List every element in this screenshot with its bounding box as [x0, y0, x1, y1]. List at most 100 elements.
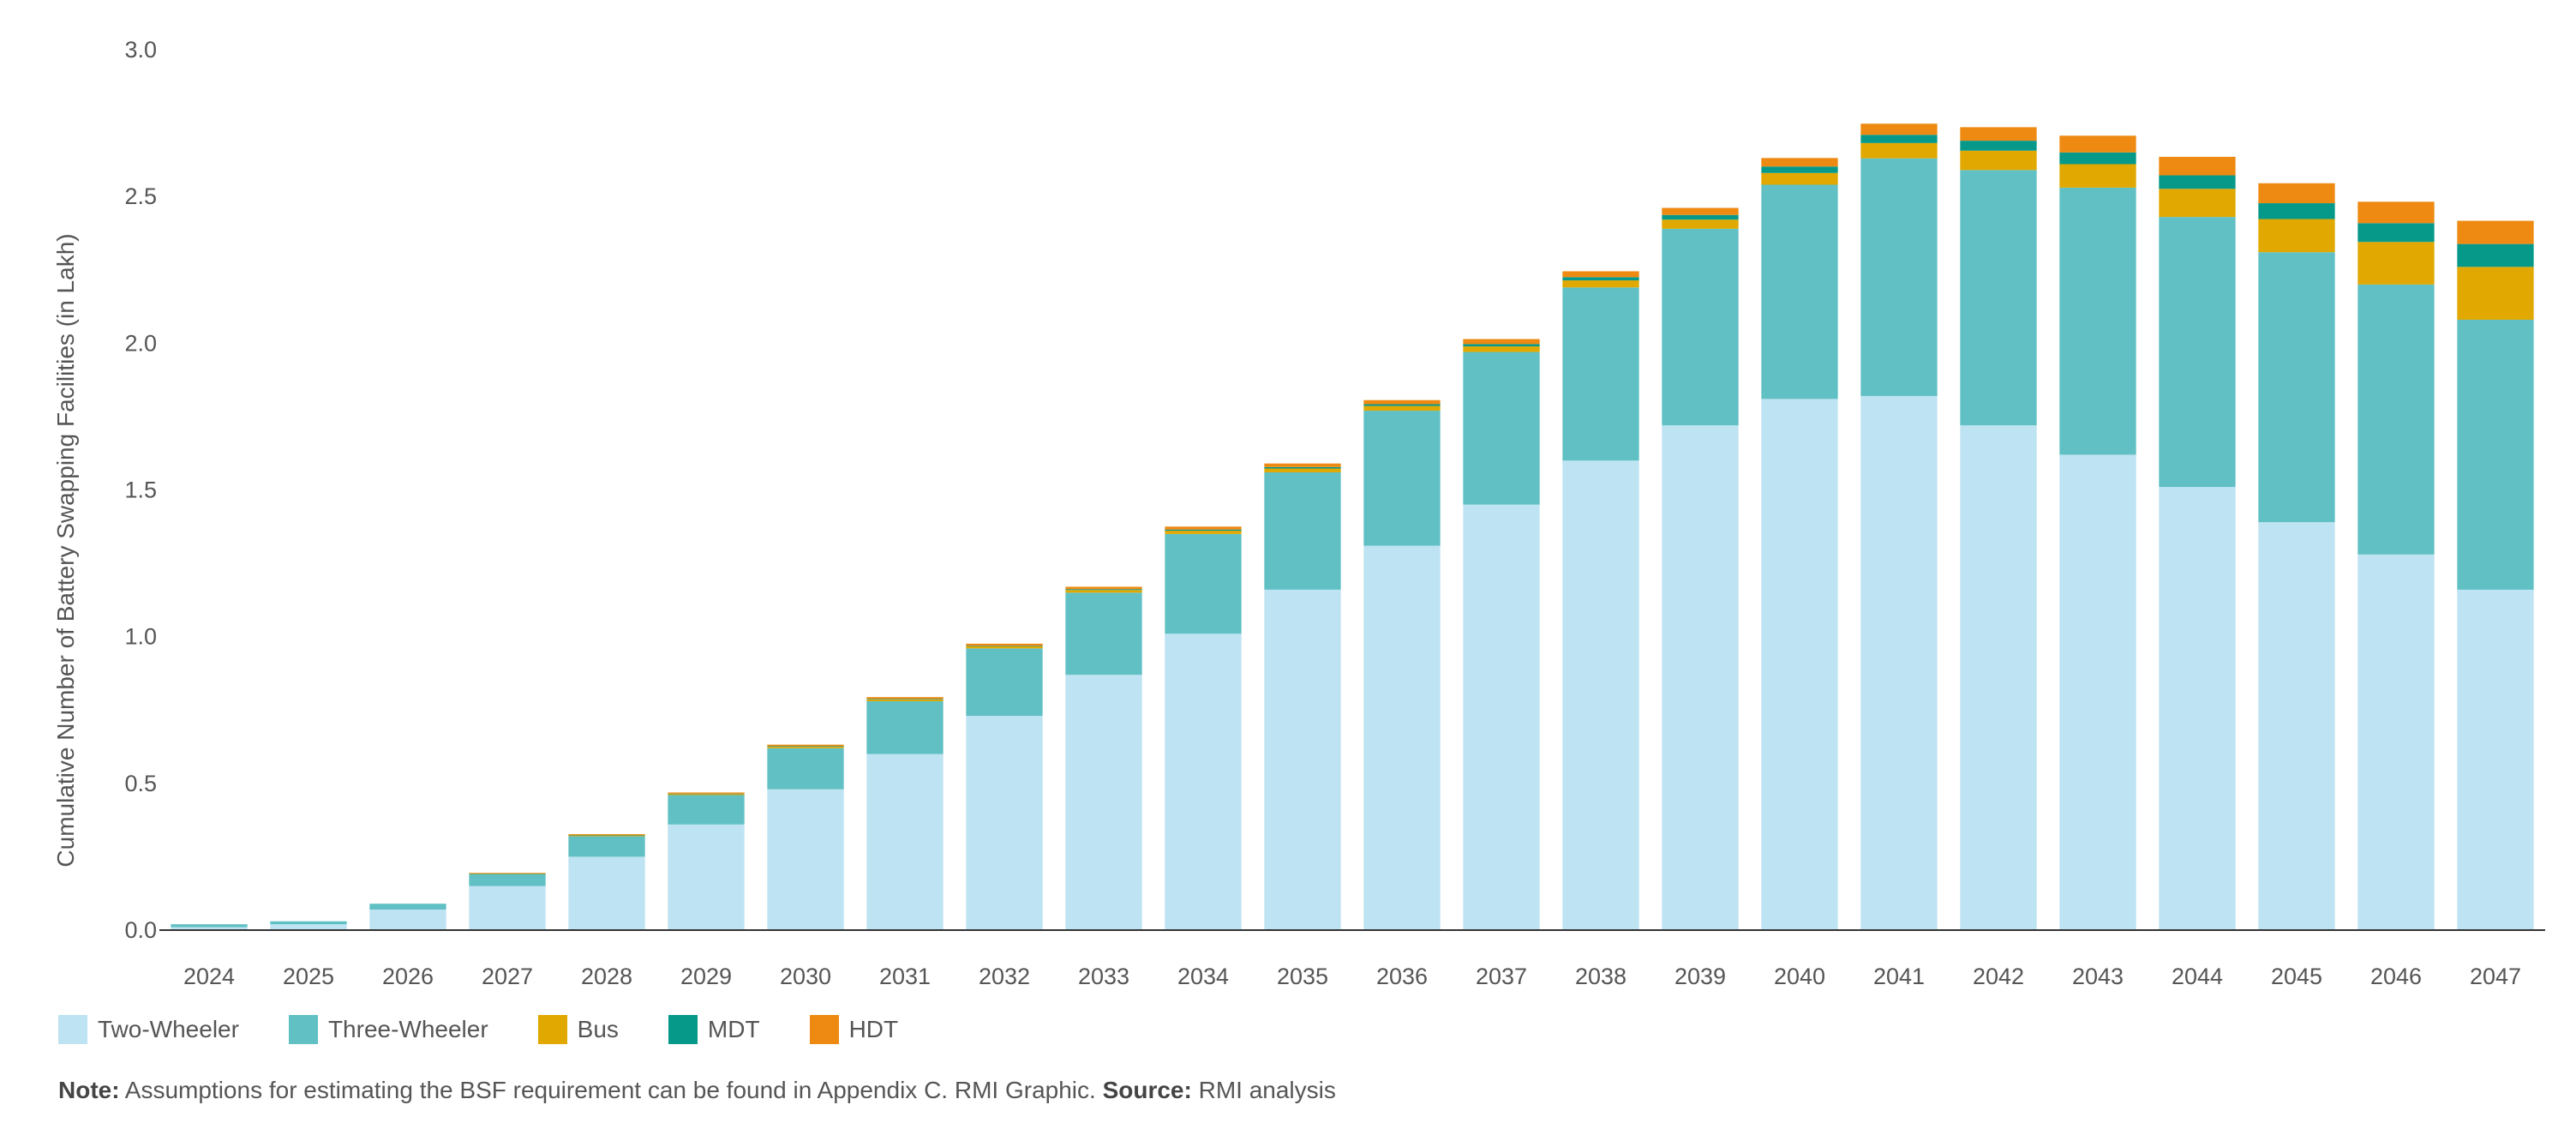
legend-item-three-wheeler: Three-Wheeler	[288, 1015, 488, 1044]
bar-segment-three-wheeler	[568, 836, 645, 857]
bar-segment-mdt	[866, 699, 944, 700]
bar-segment-three-wheeler	[1463, 351, 1540, 505]
bar-segment-hdt	[2357, 201, 2435, 224]
bar-segment-three-wheeler	[1363, 411, 1441, 546]
x-tick-label: 2036	[1376, 964, 1428, 989]
bar-segment-three-wheeler	[1761, 184, 1838, 399]
legend-item-two-wheeler: Two-Wheeler	[58, 1015, 239, 1044]
bar-segment-two-wheeler	[171, 927, 248, 930]
bar-segment-hdt	[1761, 158, 1838, 167]
y-axis: 0.0 0.5 1.0 1.5 2.0 2.5 3.0	[124, 37, 157, 943]
y-tick-label: 3.0	[124, 37, 157, 63]
note-text: Assumptions for estimating the BSF requi…	[119, 1077, 1103, 1103]
legend-swatch-hdt	[809, 1015, 839, 1044]
bar-segment-hdt	[966, 643, 1043, 646]
x-tick-label: 2047	[2470, 964, 2521, 989]
legend-swatch-two-wheeler	[58, 1015, 87, 1044]
bar-segment-hdt	[767, 744, 844, 747]
bar-segment-three-wheeler	[2357, 284, 2435, 555]
bar-segment-mdt	[1662, 214, 1739, 220]
bar-stack-2046	[2357, 201, 2435, 930]
bar-stack-2036	[1363, 399, 1441, 930]
bar-stack-2047	[2457, 220, 2534, 930]
bar-segment-bus	[668, 794, 745, 796]
bar-segment-hdt	[568, 834, 645, 836]
legend-label-mdt: MDT	[707, 1016, 760, 1042]
bar-segment-mdt	[2258, 203, 2335, 219]
bar-segment-hdt	[866, 697, 944, 700]
note-label: Note:	[58, 1077, 120, 1103]
bar-segment-two-wheeler	[1165, 634, 1242, 930]
bar-segment-mdt	[1761, 166, 1838, 173]
bar-stack-2043	[2059, 135, 2136, 930]
bar-segment-bus	[1065, 590, 1142, 593]
bar-segment-hdt	[2159, 156, 2236, 176]
x-tick-label: 2032	[979, 964, 1030, 989]
x-tick-label: 2028	[581, 964, 632, 989]
x-tick-label: 2037	[1476, 964, 1527, 989]
y-tick-label: 0.0	[124, 917, 157, 943]
bar-segment-mdt	[1065, 589, 1142, 591]
bar-segment-hdt	[1165, 526, 1242, 530]
source-label: Source:	[1102, 1077, 1192, 1103]
legend: Two-Wheeler Three-Wheeler Bus MDT HDT	[58, 1015, 948, 1044]
bar-segment-hdt	[469, 873, 546, 874]
x-tick-label: 2029	[680, 964, 732, 989]
x-tick-label: 2045	[2271, 964, 2322, 989]
bar-stack-2033	[1065, 586, 1142, 930]
bar-segment-three-wheeler	[866, 700, 944, 754]
legend-item-bus: Bus	[537, 1015, 619, 1044]
legend-swatch-three-wheeler	[288, 1015, 318, 1044]
bar-segment-three-wheeler	[1562, 287, 1639, 461]
bar-segment-hdt	[2059, 135, 2136, 153]
bar-segment-two-wheeler	[1562, 460, 1639, 930]
bar-segment-three-wheeler	[369, 904, 446, 910]
bar-segment-three-wheeler	[270, 921, 347, 925]
x-tick-label: 2044	[2172, 964, 2223, 989]
legend-label-hdt: HDT	[848, 1016, 899, 1042]
bar-segment-mdt	[767, 746, 844, 748]
legend-swatch-bus	[537, 1015, 567, 1044]
bar-stack-2029	[668, 792, 745, 930]
x-tick-label: 2038	[1575, 964, 1626, 989]
y-tick-label: 1.5	[124, 477, 157, 503]
bar-segment-bus	[2258, 219, 2335, 253]
bar-segment-two-wheeler	[2258, 522, 2335, 930]
bar-segment-bus	[1363, 405, 1441, 411]
bar-segment-two-wheeler	[1463, 504, 1540, 930]
y-tick-label: 1.0	[124, 624, 157, 650]
bar-segment-mdt	[1264, 466, 1341, 469]
bar-segment-two-wheeler	[1065, 675, 1142, 930]
bar-segment-hdt	[1662, 207, 1739, 215]
bar-segment-mdt	[2457, 243, 2534, 267]
bar-segment-two-wheeler	[469, 886, 546, 930]
legend-item-hdt: HDT	[809, 1015, 899, 1044]
bar-segment-bus	[2457, 267, 2534, 320]
bar-segment-mdt	[2357, 223, 2435, 243]
bar-stack-2045	[2258, 183, 2335, 930]
legend-item-mdt: MDT	[668, 1015, 760, 1044]
bar-segment-mdt	[1960, 141, 2037, 151]
x-tick-label: 2025	[283, 964, 334, 989]
bar-segment-hdt	[2457, 220, 2534, 244]
bar-segment-hdt	[1960, 127, 2037, 141]
bar-stack-2028	[568, 834, 645, 930]
bar-segment-three-wheeler	[1165, 533, 1242, 634]
bar-stack-2025	[270, 921, 347, 930]
bar-stack-2039	[1662, 207, 1739, 930]
bar-segment-bus	[1662, 219, 1739, 229]
bar-segment-bus	[767, 747, 844, 748]
x-tick-label: 2034	[1177, 964, 1229, 989]
bar-segment-three-wheeler	[1065, 592, 1142, 676]
bar-segment-two-wheeler	[1761, 399, 1838, 930]
y-tick-label: 0.5	[124, 771, 157, 796]
x-tick-label: 2039	[1674, 964, 1726, 989]
x-tick-label: 2033	[1078, 964, 1129, 989]
bar-stack-2040	[1761, 158, 1838, 930]
bar-segment-mdt	[1165, 529, 1242, 531]
bar-segment-hdt	[1463, 339, 1540, 345]
bar-segment-three-wheeler	[171, 924, 248, 928]
y-tick-label: 2.5	[124, 183, 157, 209]
x-tick-label: 2026	[382, 964, 434, 989]
